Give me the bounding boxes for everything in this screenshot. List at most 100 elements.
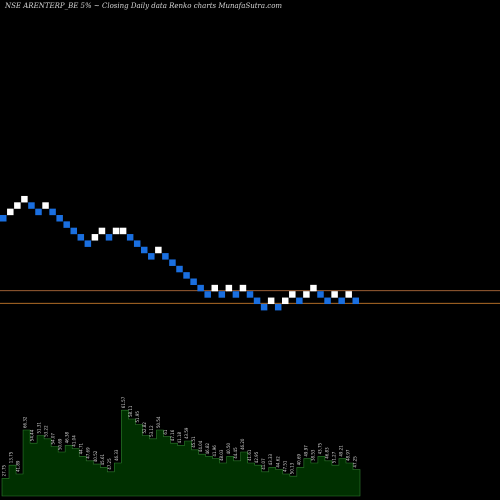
renko-brick-down [324, 297, 331, 305]
volume-label: 43.33 [268, 453, 273, 465]
renko-brick-down [56, 215, 63, 222]
volume-label: 53.22 [44, 425, 49, 437]
volume-label: 46.82 [205, 442, 210, 454]
volume-label: 47.69 [86, 447, 91, 459]
volume-label: 48.97 [345, 449, 350, 461]
renko-brick-up [239, 284, 247, 292]
reference-lines [0, 290, 500, 304]
renko-brick-down [169, 259, 176, 266]
volume-label: 45.61 [100, 453, 105, 465]
renko-brick-down [317, 291, 324, 298]
renko-brick-up [267, 297, 275, 305]
renko-bricks [0, 195, 359, 311]
volume-label: 51.31 [37, 422, 42, 434]
renko-brick-up [331, 291, 338, 298]
volume-label: 40.69 [296, 453, 301, 465]
renko-brick-up [282, 297, 289, 305]
renko-brick-down [204, 291, 211, 298]
volume-label: 41.61 [247, 449, 252, 461]
renko-brick-up [345, 291, 352, 298]
renko-brick-down [183, 272, 190, 279]
volume-label: 47.25 [352, 456, 357, 468]
volume-label: 41.07 [261, 458, 266, 470]
volume-label: 49.21 [338, 445, 343, 457]
renko-brick-down [63, 221, 70, 228]
renko-brick-up [42, 202, 49, 209]
renko-brick-down [218, 291, 226, 298]
renko-brick-down [253, 297, 261, 305]
volume-label: 43.59 [184, 427, 189, 439]
renko-brick-down [232, 291, 240, 298]
renko-brick-up [310, 284, 317, 292]
volume-label: 40.50 [226, 442, 231, 454]
volume-label: 41.89 [16, 460, 21, 472]
volume-label: 46.83 [324, 447, 329, 459]
renko-brick-down [105, 234, 113, 241]
renko-brick-down [260, 303, 268, 311]
renko-brick-up [119, 227, 127, 235]
volume-label: 41.96 [212, 445, 217, 457]
renko-brick-down [84, 240, 92, 247]
volume-label: 44.04 [198, 440, 203, 452]
volume-label: 45.51 [191, 436, 196, 448]
renko-brick-down [77, 234, 85, 241]
renko-brick-down [296, 297, 303, 305]
renko-brick-down [28, 202, 35, 209]
renko-brick-down [274, 303, 282, 311]
volume-label: 44.71 [79, 442, 84, 454]
volume-label: 61.57 [121, 396, 126, 408]
renko-brick-up [14, 202, 21, 209]
volume-area-path [1, 409, 361, 497]
volume-label: 43.75 [317, 442, 322, 454]
renko-brick-down [162, 253, 169, 260]
volume-label: 42.95 [254, 451, 259, 463]
renko-brick-down [352, 297, 359, 305]
volume-label: 44.62 [275, 456, 280, 468]
renko-brick-down [133, 240, 141, 247]
renko-brick-up [155, 246, 162, 254]
volume-label: 44.45 [233, 447, 238, 459]
renko-brick-up [211, 284, 218, 292]
renko-brick-down [190, 278, 197, 285]
volume-label: 47.51 [282, 460, 287, 472]
volume-label: 58.11 [128, 405, 133, 417]
volume-label: 40.52 [93, 450, 98, 462]
volume-label: 46.33 [114, 449, 119, 461]
renko-brick-down [141, 246, 148, 254]
volume-label: 46.20 [240, 438, 245, 450]
volume-label: 52.82 [142, 422, 147, 434]
volume-label: 54.07 [51, 433, 56, 445]
renko-brick-up [289, 291, 296, 298]
volume-label: 41.18 [177, 431, 182, 443]
renko-brick-down [148, 253, 155, 260]
renko-brick-up [98, 227, 106, 235]
volume-label: 50.54 [156, 416, 161, 428]
renko-brick-down [338, 297, 345, 305]
renko-brick-up [303, 291, 310, 298]
renko-brick-down [246, 291, 254, 298]
renko-brick-up [91, 234, 99, 241]
volume-label: 51.95 [135, 411, 140, 423]
renko-brick-down [0, 215, 7, 222]
renko-brick-up [225, 284, 233, 292]
volume-label: 48.03 [219, 449, 224, 461]
volume-label: 49.97 [303, 445, 308, 457]
chart-title: NSE ARENTERP_BE 5% ~ Closing Daily data … [5, 2, 283, 10]
volume-label: 53.12 [149, 425, 154, 437]
volume-label: 51.27 [331, 451, 336, 463]
volume-label: 50.69 [58, 438, 63, 450]
renko-brick-down [70, 227, 77, 235]
volume-label: 47.25 [107, 458, 112, 470]
volume-label: 38.53 [310, 449, 315, 461]
volume-area [1, 409, 361, 497]
renko-brick-down [176, 265, 183, 273]
renko-brick-up [7, 208, 14, 216]
volume-label: 54.44 [30, 429, 35, 441]
volume-label: 61 [163, 429, 168, 435]
renko-brick-up [21, 195, 28, 203]
renko-brick-down [197, 284, 204, 292]
volume-label: 66.32 [23, 416, 28, 428]
volume-label: 27.75 [2, 464, 7, 476]
